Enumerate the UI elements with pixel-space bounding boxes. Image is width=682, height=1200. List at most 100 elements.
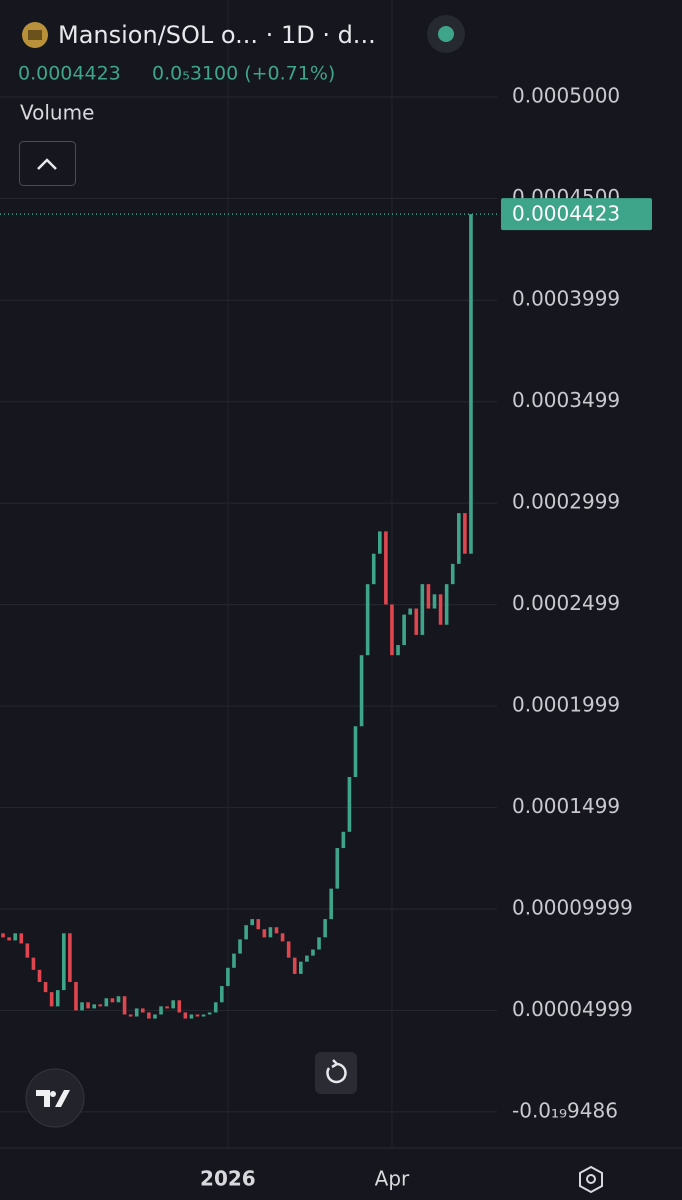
chart-title: Mansion/SOL o... · 1D · d... — [58, 21, 376, 49]
reset-arrow — [331, 1059, 340, 1069]
candle — [165, 1006, 169, 1009]
last-price: 0.0004423 — [18, 63, 121, 85]
y-tick-label: 0.00004999 — [512, 997, 633, 1021]
candle — [1, 933, 5, 938]
candle — [371, 553, 376, 585]
y-tick-label: 0.0001999 — [512, 693, 620, 717]
candle — [286, 941, 291, 958]
candle — [305, 955, 309, 962]
candle — [250, 919, 254, 926]
candle — [280, 933, 285, 942]
candle — [432, 594, 437, 609]
candle — [25, 943, 30, 958]
y-tick-label: 0.0005000 — [512, 84, 620, 108]
candle — [365, 584, 370, 656]
candle — [311, 949, 315, 956]
candle — [104, 998, 109, 1007]
candle — [98, 1004, 103, 1007]
candle — [7, 937, 11, 941]
reset-button[interactable] — [315, 1052, 357, 1094]
candle — [74, 982, 78, 1011]
plot — [1, 214, 473, 1019]
candle — [128, 1014, 133, 1017]
candle — [408, 608, 412, 615]
candle — [414, 608, 419, 635]
candle — [463, 513, 467, 554]
y-tick-label: 0.0002499 — [512, 591, 620, 615]
candle — [256, 919, 261, 930]
candle — [189, 1014, 194, 1019]
candle — [238, 939, 242, 954]
candle — [244, 925, 248, 940]
tv-logo-dot — [50, 1091, 56, 1097]
candle — [201, 1014, 206, 1017]
price-change: 0.0₅3100 (+0.71%) — [152, 63, 335, 85]
candle — [420, 584, 425, 635]
candle — [147, 1012, 151, 1019]
candle — [122, 996, 127, 1015]
candle — [457, 513, 461, 564]
candle — [329, 888, 333, 920]
candle — [323, 919, 327, 938]
candle — [207, 1012, 212, 1015]
y-tick-label: 0.0001499 — [512, 794, 620, 818]
x-tick-label: 2026 — [200, 1167, 256, 1191]
candle — [262, 929, 267, 938]
candle — [13, 933, 17, 941]
last-price-tag-label: 0.0004423 — [512, 202, 620, 226]
candle — [426, 584, 431, 609]
last-price-tag — [501, 198, 652, 231]
candle — [68, 933, 72, 983]
grid — [0, 0, 497, 1148]
y-tick-label: -0.0₁₉9486 — [512, 1098, 618, 1122]
status-dot — [438, 26, 454, 42]
chevron-icon — [37, 158, 57, 170]
candle — [37, 969, 42, 983]
candle — [347, 777, 352, 832]
candle — [141, 1008, 145, 1013]
candle — [335, 848, 340, 889]
candle — [55, 990, 60, 1007]
candle — [92, 1004, 96, 1009]
candle — [384, 531, 388, 605]
candle — [213, 1002, 218, 1013]
settings-icon[interactable] — [579, 1165, 603, 1194]
candle — [43, 982, 48, 993]
collapse-button[interactable] — [19, 141, 76, 186]
candle — [49, 992, 54, 1007]
candle — [299, 961, 303, 974]
candle — [62, 933, 66, 991]
candle — [159, 1006, 163, 1015]
candle — [19, 933, 24, 944]
candle — [232, 953, 236, 968]
candle — [390, 604, 394, 656]
x-tick-label: Apr — [375, 1167, 410, 1191]
candle — [177, 1000, 182, 1013]
candle — [31, 957, 36, 970]
y-tick-label: 0.00009999 — [512, 895, 633, 919]
candle — [153, 1014, 157, 1019]
candle — [134, 1008, 139, 1017]
token-icon-detail — [28, 30, 42, 40]
candle — [116, 996, 121, 1003]
candle — [444, 584, 449, 625]
candle — [171, 1000, 175, 1009]
tv-logo[interactable] — [25, 1068, 85, 1128]
tv-logo-mark — [36, 1090, 70, 1107]
candle — [341, 831, 346, 849]
settings-icon-center — [586, 1174, 596, 1184]
candle — [450, 563, 455, 585]
y-tick-label: 0.0003499 — [512, 388, 620, 412]
candle — [183, 1012, 188, 1019]
candle — [195, 1014, 200, 1017]
candle — [86, 1002, 90, 1009]
candle — [274, 927, 279, 934]
candle — [110, 998, 115, 1003]
candle — [378, 531, 382, 554]
candle — [80, 1002, 84, 1011]
candle — [402, 614, 406, 646]
volume-label: Volume — [20, 101, 94, 125]
candle — [469, 214, 473, 554]
